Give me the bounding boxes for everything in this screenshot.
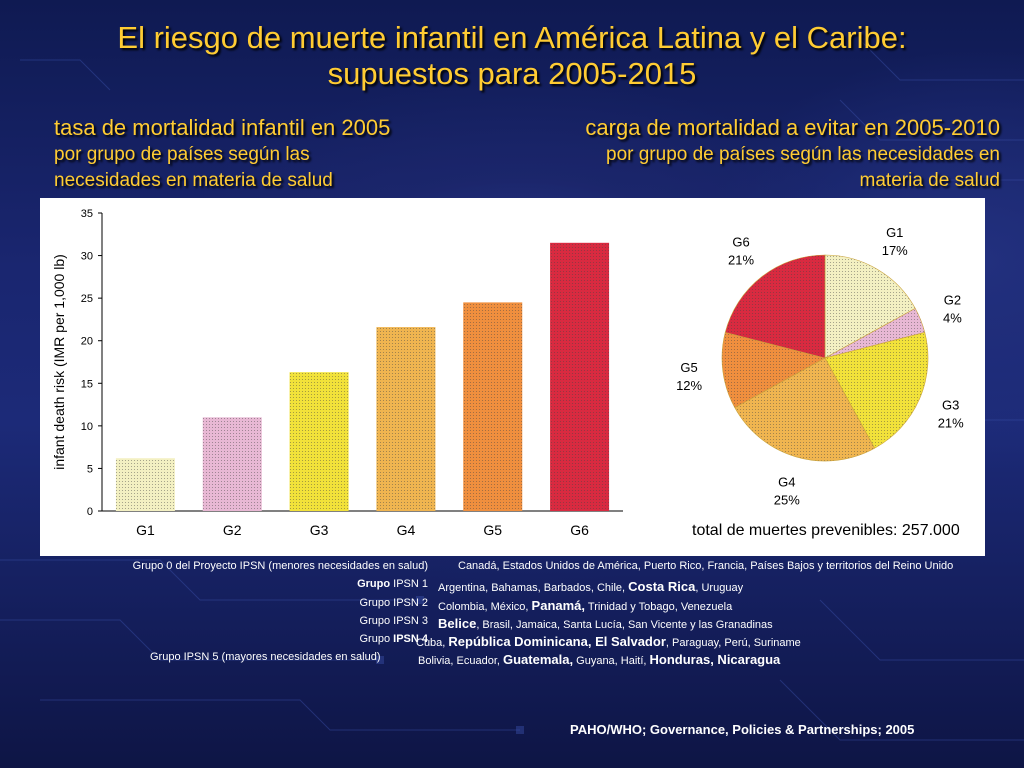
pie-label-G6: G6 — [732, 235, 749, 250]
bar-x-label: G5 — [483, 522, 502, 538]
bar-y-tick-label: 30 — [81, 251, 93, 263]
bar-chart: 0 5 10 15 20 25 30 35 infant death risk (IMR per… — [51, 208, 623, 538]
pie-slice-G4 — [734, 357, 876, 462]
bar-x-label: G6 — [570, 522, 589, 538]
legend-g2-countries: Colombia, México, Panamá, Trinidad y Tob… — [438, 598, 732, 613]
pie-chart: G1 17% G2 4% G3 21% G4 25% G5 12% G6 21% — [676, 225, 964, 508]
legend-g0-label: Grupo 0 del Proyecto IPSN (menores neces… — [132, 560, 428, 572]
bar-G1 — [115, 458, 175, 511]
legend-g4-countries: Cuba, República Dominicana, El Salvador,… — [416, 634, 801, 649]
bar-G6 — [550, 242, 610, 512]
legend-g5-c1: Bolivia, Ecuador, — [418, 655, 503, 667]
legend-g5-c3: Guyana, Haití, — [573, 655, 650, 667]
legend-g3-c2: , Brasil, Jamaica, Santa Lucía, San Vice… — [476, 619, 773, 631]
bar-chart-subtitle: tasa de mortalidad infantil en 2005 por … — [54, 114, 474, 194]
pie-label-G5: G5 — [680, 360, 697, 375]
bar-G5 — [463, 302, 523, 511]
bar-x-label: G2 — [223, 522, 242, 538]
bar-x-label: G4 — [397, 522, 416, 538]
legend-g5-c4: Honduras, Nicaragua — [649, 652, 781, 667]
legend-g3-c1: Belice — [438, 616, 477, 631]
bar-y-tick-label: 35 — [81, 208, 93, 220]
bar-y-tick-label: 25 — [81, 293, 93, 305]
legend-g1-countries: Argentina, Bahamas, Barbados, Chile, Cos… — [438, 579, 743, 594]
legend-g0-countries: Canadá, Estados Unidos de América, Puert… — [458, 560, 954, 572]
legend-g1-c3: , Uruguay — [695, 582, 744, 594]
pie-chart-heading: carga de mortalidad a evitar en 2005-201… — [585, 115, 1000, 140]
legend-g5-c2: Guatemala, — [503, 652, 574, 667]
pie-pct-G5: 12% — [676, 378, 702, 393]
pie-label-G3: G3 — [942, 397, 959, 412]
source-citation: PAHO/WHO; Governance, Policies & Partner… — [570, 722, 915, 737]
pie-slice-G5 — [721, 332, 826, 409]
legend-g2-c2: Panamá, — [531, 598, 586, 613]
legend-g3-label: Grupo IPSN 3 — [359, 615, 428, 627]
pie-pct-G2: 4% — [943, 311, 962, 326]
pie-pct-G4: 25% — [774, 493, 800, 508]
bar-G3 — [289, 372, 349, 511]
legend-g4-c2: República Dominicana, El Salvador — [448, 634, 666, 649]
pie-pct-G6: 21% — [728, 253, 754, 268]
pie-slice-G6 — [724, 254, 826, 359]
bar-x-label: G1 — [136, 522, 155, 538]
slide-title: El riesgo de muerte infantil en América … — [40, 20, 984, 92]
legend-g1-label: Grupo IPSN 1 — [100, 578, 428, 590]
legend-g2-c3: Trinidad y Tobago, Venezuela — [585, 601, 733, 613]
bar-y-tick-label: 10 — [81, 421, 93, 433]
legend-g4-c3: , Paraguay, Perú, Suriname — [665, 637, 801, 649]
legend-g1-c1: Argentina, Bahamas, Barbados, Chile, — [438, 582, 629, 594]
bar-G4 — [376, 327, 436, 511]
legend-g1-label-b: IPSN 1 — [390, 578, 428, 590]
bar-G2 — [202, 417, 262, 511]
pie-label-G4: G4 — [778, 475, 795, 490]
bar-chart-desc-1: por grupo de países según las — [54, 144, 310, 165]
pie-total-label: total de muertes prevenibles: 257.000 — [692, 522, 960, 539]
pie-label-G2: G2 — [944, 293, 961, 308]
legend-g5-label: Grupo IPSN 5 (mayores necesidades en sal… — [150, 651, 381, 663]
pie-slice-G1 — [824, 254, 916, 359]
legend-g4-c1: Cuba, — [416, 637, 449, 649]
bar-chart-heading: tasa de mortalidad infantil en 2005 — [54, 115, 391, 140]
legend-g4-label: Grupo IPSN 4 — [100, 633, 429, 645]
legend-g4-label-a: Grupo — [359, 633, 394, 645]
bar-y-axis-title: infant death risk (IMR per 1,000 lb) — [51, 254, 67, 470]
legend-g2-c1: Colombia, México, — [438, 601, 532, 613]
bar-y-tick-label: 5 — [87, 463, 93, 475]
bar-y-tick-label: 0 — [87, 506, 93, 518]
title-line-2: supuestos para 2005-2015 — [327, 56, 697, 91]
pie-pct-G3: 21% — [938, 415, 964, 430]
bar-y-tick-label: 15 — [81, 378, 93, 390]
pie-label-G1: G1 — [886, 225, 903, 240]
pie-chart-subtitle: carga de mortalidad a evitar en 2005-201… — [500, 114, 1000, 194]
pie-chart-desc-2: materia de salud — [859, 170, 1000, 191]
bar-y-tick-label: 20 — [81, 336, 93, 348]
pie-chart-desc-1: por grupo de países según las necesidade… — [606, 144, 1000, 165]
bar-chart-desc-2: necesidades en materia de salud — [54, 170, 333, 191]
legend-g1-c2: Costa Rica — [628, 579, 696, 594]
legend-g3-countries: Belice, Brasil, Jamaica, Santa Lucía, Sa… — [438, 616, 773, 631]
pie-pct-G1: 17% — [882, 243, 908, 258]
legend-g5-countries: Bolivia, Ecuador, Guatemala, Guyana, Hai… — [418, 652, 780, 667]
pie-slice-G3 — [824, 332, 929, 449]
bar-x-label: G3 — [310, 522, 329, 538]
chart-panel: 0 5 10 15 20 25 30 35 infant death risk (IMR per… — [40, 198, 985, 556]
legend-g2-label: Grupo IPSN 2 — [359, 597, 428, 609]
legend-g4-label-b: IPSN 4 — [393, 633, 428, 645]
legend-g1-label-a: Grupo — [357, 578, 391, 590]
title-line-1: El riesgo de muerte infantil en América … — [117, 20, 907, 55]
